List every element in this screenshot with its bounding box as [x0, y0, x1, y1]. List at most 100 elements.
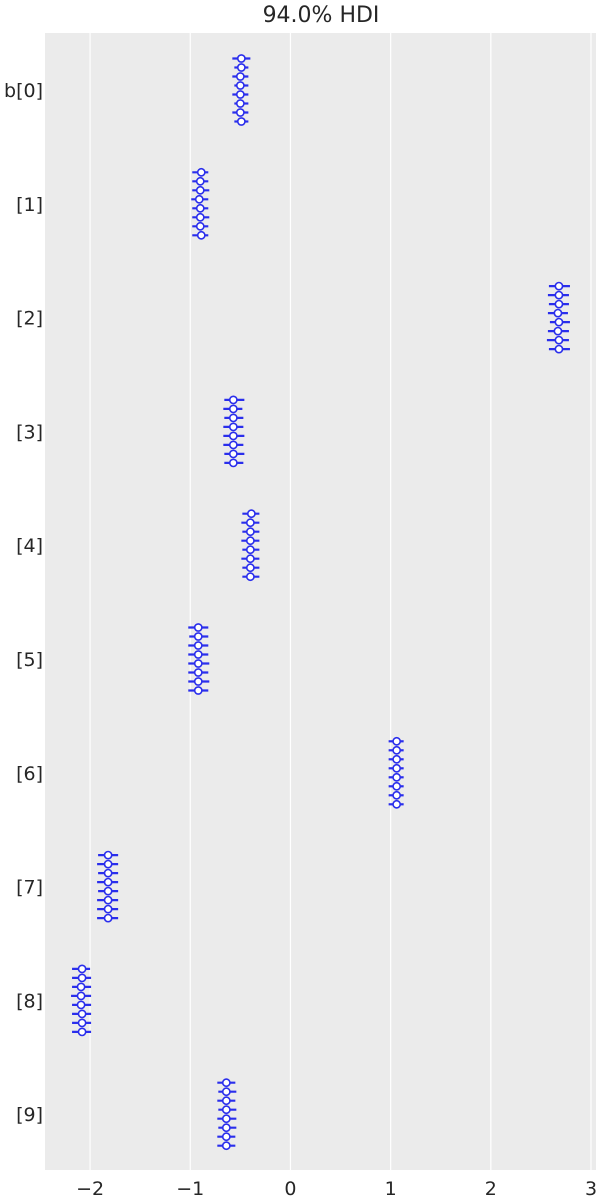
mean-point [392, 790, 402, 800]
x-tick-label: 0 [284, 1178, 296, 1200]
mean-point [221, 1114, 231, 1124]
mean-point [103, 877, 113, 887]
mean-point [554, 281, 564, 291]
mean-point [228, 458, 238, 468]
mean-point [245, 518, 255, 528]
mean-point [193, 659, 203, 668]
mean-point [103, 850, 113, 860]
mean-point [553, 326, 563, 336]
mean-point [228, 431, 238, 441]
mean-point [195, 203, 205, 213]
mean-point [77, 964, 87, 974]
parameter-label: [5] [16, 649, 43, 671]
mean-point [194, 194, 204, 204]
mean-point [103, 913, 113, 923]
mean-point [245, 527, 255, 537]
x-tick-label: 2 [485, 1178, 497, 1200]
mean-point [245, 554, 255, 564]
parameter-label: [8] [16, 990, 43, 1012]
mean-point [392, 763, 402, 773]
mean-point [76, 982, 86, 992]
mean-point [245, 536, 255, 546]
parameter-label: [2] [16, 308, 43, 330]
mean-point [103, 868, 113, 878]
mean-point [554, 299, 564, 309]
mean-point [235, 72, 245, 81]
mean-point [77, 1027, 87, 1037]
mean-point [193, 677, 203, 686]
mean-point [193, 686, 203, 695]
parameter-label: b[0] [4, 80, 43, 102]
mean-point [221, 1132, 231, 1142]
mean-point [392, 799, 402, 809]
mean-point [195, 176, 205, 186]
hdi-marks [71, 54, 570, 1151]
mean-point [76, 1000, 86, 1010]
mean-point [554, 317, 564, 327]
mean-point [195, 221, 205, 231]
chart-title: 94.0% HDI [263, 3, 380, 28]
parameter-label: [7] [16, 877, 43, 899]
mean-point [245, 545, 255, 555]
parameter-label: [1] [16, 194, 43, 216]
mean-point [228, 395, 238, 405]
mean-point [103, 886, 113, 896]
mean-point [221, 1105, 231, 1115]
x-tick-label: 3 [585, 1178, 597, 1200]
mean-point [228, 413, 238, 423]
mean-point [236, 117, 246, 126]
mean-point [235, 81, 245, 90]
mean-point [221, 1087, 231, 1097]
mean-point [228, 422, 238, 432]
mean-point [392, 781, 402, 791]
mean-point [245, 563, 255, 573]
mean-point [103, 895, 113, 905]
mean-point [554, 344, 564, 354]
mean-point [553, 308, 563, 318]
mean-point [235, 108, 245, 117]
mean-point [235, 99, 245, 108]
x-tick-label: −1 [176, 1178, 204, 1200]
mean-point [103, 904, 113, 914]
parameter-label: [4] [16, 535, 43, 557]
mean-point [103, 859, 113, 869]
plot-area [45, 33, 596, 1170]
mean-point [221, 1123, 231, 1133]
mean-point [392, 754, 402, 764]
mean-point [77, 1018, 87, 1028]
mean-point [77, 973, 87, 983]
mean-point [76, 991, 86, 1001]
mean-point [196, 167, 206, 177]
mean-point [196, 230, 206, 240]
mean-point [193, 632, 203, 641]
mean-point [193, 668, 203, 677]
mean-point [77, 1009, 87, 1019]
mean-point [228, 404, 238, 414]
mean-point [193, 650, 203, 659]
mean-point [193, 641, 203, 650]
parameter-label: [6] [16, 763, 43, 785]
x-axis-ticks: −2 −1 0 1 2 3 [76, 1178, 597, 1200]
mean-point [392, 772, 402, 782]
mean-point [195, 212, 205, 222]
mean-point [193, 623, 203, 632]
parameter-label: [3] [16, 421, 43, 443]
mean-point [245, 572, 255, 582]
mean-point [392, 745, 402, 755]
x-tick-label: 1 [385, 1178, 397, 1200]
mean-point [554, 335, 564, 345]
mean-point [221, 1141, 231, 1151]
x-tick-label: −2 [76, 1178, 104, 1200]
mean-point [228, 449, 238, 459]
mean-point [392, 736, 402, 746]
mean-point [236, 63, 246, 72]
mean-point [221, 1096, 231, 1106]
mean-point [228, 440, 238, 450]
parameter-label: [9] [16, 1104, 43, 1126]
mean-point [235, 90, 245, 99]
mean-point [221, 1078, 231, 1088]
mean-point [236, 54, 246, 63]
mean-point [195, 185, 205, 195]
y-axis-labels: b[0] [1] [2] [3] [4] [5] [6] [7] [8] [9] [4, 80, 43, 1126]
